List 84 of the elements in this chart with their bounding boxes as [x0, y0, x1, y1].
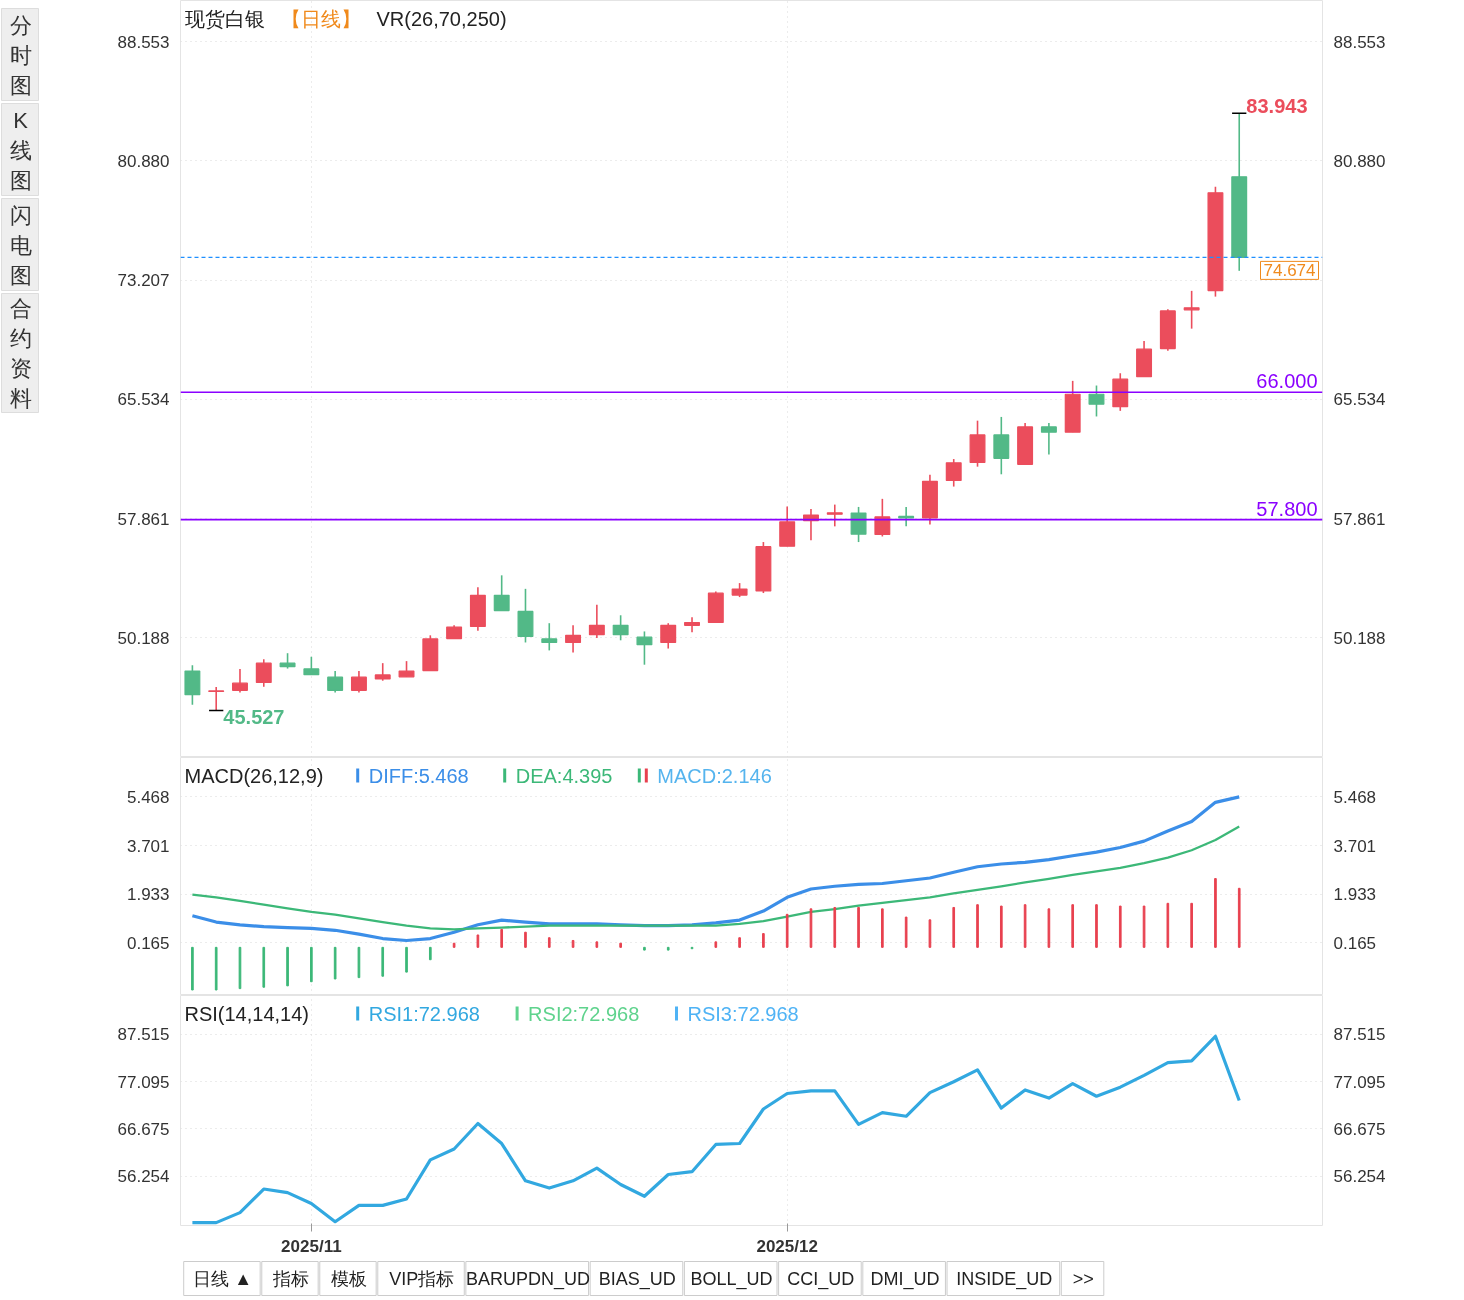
y2-tick-label: 0.165 — [1333, 933, 1377, 953]
y-tick-label: 1.933 — [126, 885, 170, 905]
y-tick-label: 77.095 — [117, 1072, 170, 1092]
candlestick — [874, 498, 891, 538]
chart-title: 现货白银 — [184, 7, 265, 30]
y-tick-label: 73.207 — [117, 271, 170, 291]
candlestick — [184, 664, 201, 706]
candlestick — [1040, 422, 1057, 456]
text: >> — [1072, 1268, 1094, 1289]
y-tick-label: 56.254 — [117, 1167, 170, 1187]
y2-tick-label: 88.553 — [1333, 32, 1386, 52]
candlestick — [1183, 290, 1200, 330]
y-tick-label: 66.675 — [117, 1119, 170, 1139]
candlestick — [327, 670, 344, 694]
candlestick — [993, 416, 1010, 476]
candlestick — [255, 658, 272, 688]
legend-label: RSI1:72.968 — [368, 1002, 480, 1025]
text: 分时图 — [9, 12, 32, 98]
text: 指标 — [271, 1268, 309, 1289]
text: CCI_UD — [787, 1268, 855, 1290]
line-series — [191, 825, 1241, 931]
text: VIP指标 — [389, 1268, 455, 1289]
candlestick — [1088, 384, 1105, 418]
annotation: 83.943 — [1246, 95, 1308, 118]
text: DMI_UD — [870, 1268, 940, 1290]
y2-tick-label: 87.515 — [1333, 1025, 1386, 1045]
candlestick — [898, 506, 915, 528]
text: 闪电图 — [9, 202, 32, 288]
y2-tick-label: 50.188 — [1333, 629, 1386, 648]
candlestick — [660, 622, 677, 650]
candlestick — [850, 506, 867, 543]
y-tick-label: 3.701 — [126, 836, 170, 856]
candlestick — [588, 604, 605, 639]
y-tick-label: 5.468 — [126, 787, 170, 807]
chart-subtitle: 【日线】 — [280, 7, 361, 30]
x-tick-label: 2025/12 — [756, 1236, 818, 1256]
legend-label: RSI3:72.968 — [687, 1002, 799, 1025]
legend-label: RSI2:72.968 — [528, 1002, 640, 1025]
candlestick — [565, 624, 582, 654]
text: 合约资料 — [9, 296, 32, 411]
ref-line-label: 74.674 — [1263, 261, 1316, 281]
y2-tick-label: 80.880 — [1333, 151, 1386, 171]
candlestick — [612, 614, 629, 642]
y-tick-label: 80.880 — [117, 151, 170, 171]
annotation: VR(26,70,250) — [376, 7, 507, 30]
text: K线图 — [9, 107, 32, 193]
y-tick-label: 50.188 — [117, 629, 170, 648]
candlestick — [350, 670, 367, 694]
candlestick — [541, 622, 558, 652]
y2-tick-label: 56.254 — [1333, 1167, 1386, 1187]
y2-tick-label: 57.861 — [1333, 509, 1386, 529]
chart-title: MACD(26,12,9) — [184, 764, 324, 787]
legend-label: MACD:2.146 — [657, 764, 772, 787]
y-tick-label: 0.165 — [126, 933, 170, 953]
y2-tick-label: 65.534 — [1333, 390, 1386, 410]
x-tick-label: 2025/11 — [281, 1236, 342, 1256]
text: INSIDE_UD — [956, 1268, 1053, 1290]
candlestick — [232, 668, 248, 694]
candlestick — [684, 616, 700, 634]
annotation: 45.527 — [223, 706, 285, 729]
legend-label: DEA:4.395 — [515, 764, 613, 787]
text: BIAS_UD — [598, 1268, 676, 1290]
y2-tick-label: 1.933 — [1333, 885, 1377, 905]
text: BARUPDN_UD — [466, 1268, 591, 1290]
y-tick-label: 57.861 — [117, 509, 170, 529]
candlestick — [493, 574, 510, 612]
ref-line-label: 57.800 — [1256, 497, 1318, 520]
y-tick-label: 87.515 — [117, 1025, 170, 1045]
text: 日线 ▲ — [193, 1268, 253, 1289]
y-tick-label: 65.534 — [117, 390, 170, 410]
text: 模板 — [330, 1268, 367, 1289]
y2-tick-label: 5.468 — [1333, 787, 1377, 807]
y2-tick-label: 77.095 — [1333, 1072, 1386, 1092]
candlestick — [945, 458, 962, 488]
candlestick — [826, 503, 843, 528]
ref-line-label: 66.000 — [1256, 370, 1318, 393]
chart-title: RSI(14,14,14) — [184, 1002, 310, 1025]
y-tick-label: 88.553 — [117, 32, 170, 52]
y2-tick-label: 3.701 — [1333, 836, 1377, 856]
y2-tick-label: 66.675 — [1333, 1119, 1386, 1139]
line-series — [190, 1034, 1241, 1225]
legend-label: DIFF:5.468 — [368, 764, 469, 787]
text: BOLL_UD — [690, 1268, 773, 1290]
candlestick — [636, 630, 653, 666]
